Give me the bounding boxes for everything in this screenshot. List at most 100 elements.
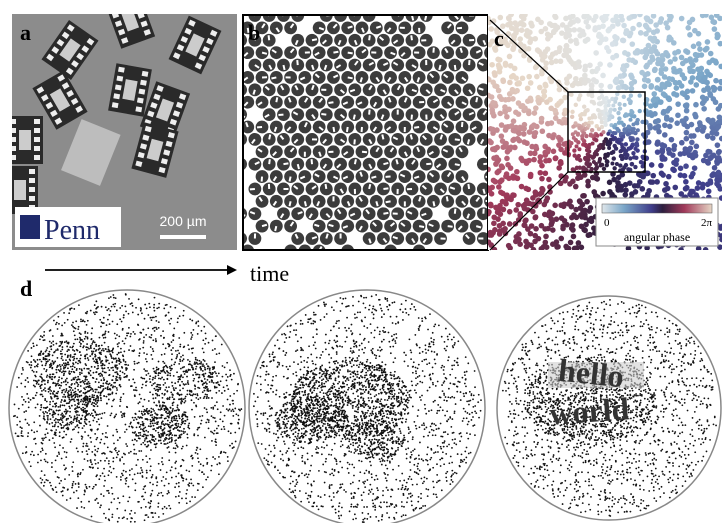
particle: [495, 216, 501, 222]
particle: [494, 170, 500, 176]
particle: [16, 416, 18, 418]
particle: [104, 364, 106, 366]
particle: [554, 244, 560, 250]
particle: [218, 372, 220, 374]
particle: [626, 15, 632, 21]
particle: [31, 364, 33, 366]
particle: [28, 397, 30, 399]
particle: [115, 450, 117, 452]
particle: [47, 480, 49, 482]
particle: [140, 424, 142, 426]
particle: [189, 318, 191, 320]
particle: [145, 374, 147, 376]
particle: [49, 374, 51, 376]
particle: [204, 367, 206, 369]
particle: [194, 416, 196, 418]
particle: [59, 406, 61, 408]
particle: [494, 159, 500, 165]
particle: [116, 476, 118, 478]
particle: [85, 346, 87, 348]
particle: [55, 349, 57, 351]
particle: [31, 451, 33, 453]
particle: [30, 367, 32, 369]
particle: [580, 193, 586, 199]
particle: [120, 476, 122, 478]
particle: [99, 337, 101, 339]
particle: [36, 392, 38, 394]
particle: [84, 354, 86, 356]
particle: [668, 14, 674, 20]
particle: [129, 513, 131, 515]
particle: [529, 144, 535, 150]
particle: [39, 425, 41, 427]
particle: [182, 430, 184, 432]
particle: [176, 418, 178, 420]
particle: [93, 395, 95, 397]
particle: [222, 376, 224, 378]
particle: [128, 349, 130, 351]
particle: [105, 436, 107, 438]
particle: [84, 321, 86, 323]
particle: [95, 439, 97, 441]
particle: [179, 417, 181, 419]
particle: [655, 149, 661, 155]
particle: [59, 435, 61, 437]
particle: [165, 314, 167, 316]
particle: [65, 359, 67, 361]
particle: [186, 502, 188, 504]
particle: [712, 86, 718, 92]
particle: [705, 134, 711, 140]
particle: [582, 80, 588, 86]
particle: [57, 348, 59, 350]
particle: [538, 20, 544, 26]
particle: [524, 160, 530, 166]
particle: [562, 201, 568, 207]
particle: [86, 379, 88, 381]
particle: [114, 371, 116, 373]
particle: [514, 88, 520, 94]
particle: [145, 370, 147, 372]
particle: [600, 73, 606, 79]
particle: [580, 202, 586, 208]
particle: [151, 334, 153, 336]
particle: [59, 341, 61, 343]
particle: [169, 367, 171, 369]
particle: [146, 370, 148, 372]
particle: [497, 229, 503, 235]
particle: [87, 320, 89, 322]
particle: [543, 170, 549, 176]
particle: [189, 501, 191, 503]
particle: [70, 366, 72, 368]
particle: [148, 413, 150, 415]
particle: [71, 438, 73, 440]
particle: [25, 446, 27, 448]
particle: [120, 479, 122, 481]
particle: [215, 335, 217, 337]
particle: [694, 144, 700, 150]
particle: [93, 372, 95, 374]
particle: [218, 473, 220, 475]
particle: [46, 358, 48, 360]
particle: [50, 329, 52, 331]
particle: [150, 421, 152, 423]
particle: [116, 364, 118, 366]
particle: [96, 451, 98, 453]
particle: [517, 211, 523, 217]
particle: [178, 472, 180, 474]
particle: [146, 514, 148, 516]
rotor-mark: [469, 39, 474, 41]
chip-pad: [115, 84, 122, 90]
particle: [152, 358, 154, 360]
particle: [174, 435, 176, 437]
particle: [45, 437, 47, 439]
particle: [171, 434, 173, 436]
particle: [53, 373, 55, 375]
particle: [708, 51, 714, 57]
particle: [16, 386, 18, 388]
particle: [86, 311, 88, 313]
particle: [117, 521, 119, 523]
particle: [211, 397, 213, 399]
particle: [488, 126, 494, 132]
particle: [153, 425, 155, 427]
particle: [116, 359, 118, 361]
